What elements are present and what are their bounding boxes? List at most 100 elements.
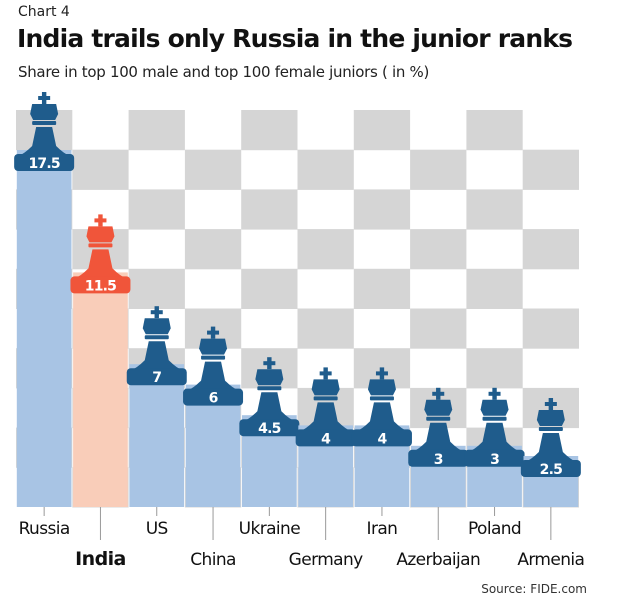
category-label-iran: Iran bbox=[367, 519, 398, 539]
king-body bbox=[355, 402, 408, 432]
king-crown bbox=[536, 410, 565, 426]
king-body bbox=[299, 402, 352, 432]
data-label: 3 bbox=[490, 452, 499, 468]
king-cross bbox=[544, 402, 557, 406]
king-collar bbox=[144, 335, 169, 340]
king-crown bbox=[142, 318, 171, 335]
bar-india bbox=[73, 272, 128, 507]
checker-square bbox=[128, 110, 185, 151]
chart-kicker: Chart 4 bbox=[18, 4, 70, 20]
king-crown bbox=[255, 369, 284, 386]
checker-square bbox=[241, 110, 298, 151]
king-collar bbox=[369, 396, 394, 401]
data-label: 4.5 bbox=[258, 421, 280, 437]
chart-title: India trails only Russia in the junior r… bbox=[17, 24, 573, 53]
checker-square bbox=[241, 189, 298, 230]
checker-square bbox=[466, 348, 523, 389]
king-crown bbox=[86, 226, 115, 243]
checker-square bbox=[466, 110, 523, 151]
chart-subtitle: Share in top 100 male and top 100 female… bbox=[18, 63, 430, 81]
king-collar bbox=[426, 416, 451, 421]
king-body bbox=[412, 422, 465, 452]
king-base bbox=[70, 276, 131, 294]
king-cross bbox=[432, 391, 445, 396]
category-label-armenia: Armenia bbox=[517, 550, 584, 570]
king-base bbox=[126, 368, 187, 386]
king-collar bbox=[32, 121, 57, 125]
king-base bbox=[351, 429, 412, 447]
category-label-china: China bbox=[190, 550, 236, 570]
king-collar bbox=[313, 396, 338, 401]
king-base bbox=[408, 449, 469, 467]
checker-square bbox=[184, 149, 242, 190]
king-base bbox=[14, 154, 75, 171]
king-body bbox=[524, 433, 577, 462]
king-body bbox=[187, 361, 240, 391]
king-crown bbox=[311, 379, 340, 396]
data-label: 4 bbox=[321, 431, 331, 447]
king-cross bbox=[38, 96, 51, 100]
checker-square bbox=[184, 229, 242, 270]
king-body bbox=[130, 341, 183, 371]
category-label-germany: Germany bbox=[289, 550, 363, 570]
checker-square bbox=[410, 149, 467, 190]
king-base bbox=[295, 429, 356, 447]
king-body bbox=[74, 249, 127, 279]
checker-square bbox=[128, 268, 185, 309]
king-cross bbox=[207, 330, 220, 335]
data-label: 6 bbox=[209, 391, 218, 407]
category-label-ukraine: Ukraine bbox=[239, 519, 301, 539]
king-cross bbox=[94, 218, 107, 223]
king-piece-icon: 7 bbox=[126, 306, 187, 386]
category-label-us: US bbox=[146, 519, 168, 539]
data-label: 11.5 bbox=[85, 278, 116, 294]
checker-square bbox=[522, 149, 579, 190]
king-piece-icon: 4 bbox=[351, 367, 412, 447]
source-note: Source: FIDE.com bbox=[481, 582, 587, 596]
king-cross bbox=[488, 391, 501, 396]
king-crown bbox=[480, 399, 509, 416]
data-label: 17.5 bbox=[28, 156, 59, 172]
data-label: 3 bbox=[434, 452, 443, 468]
king-crown bbox=[367, 379, 396, 396]
king-piece-icon: 4.5 bbox=[239, 357, 300, 437]
king-cross bbox=[319, 371, 332, 376]
king-cross bbox=[375, 371, 388, 376]
bar-us bbox=[129, 364, 185, 507]
king-piece-icon: 2.5 bbox=[520, 398, 581, 478]
king-body bbox=[468, 422, 521, 452]
king-piece-icon: 11.5 bbox=[70, 214, 131, 294]
checker-square bbox=[72, 149, 129, 190]
king-base bbox=[464, 449, 525, 467]
checker-square bbox=[128, 189, 185, 230]
king-piece-icon: 3 bbox=[408, 387, 469, 468]
checker-square bbox=[297, 149, 354, 190]
king-collar bbox=[257, 386, 282, 391]
category-label-india: India bbox=[75, 548, 126, 570]
category-label-russia: Russia bbox=[19, 519, 70, 539]
king-body bbox=[243, 392, 296, 422]
checker-square bbox=[353, 110, 411, 151]
checker-square bbox=[410, 229, 467, 270]
king-crown bbox=[30, 104, 59, 120]
king-cross bbox=[263, 361, 276, 366]
king-piece-icon: 4 bbox=[295, 367, 356, 447]
king-collar bbox=[538, 427, 563, 431]
checker-square bbox=[410, 308, 467, 349]
king-base bbox=[520, 460, 581, 477]
king-collar bbox=[201, 355, 226, 360]
data-label: 7 bbox=[152, 370, 161, 386]
bar-russia bbox=[16, 150, 72, 507]
checker-square bbox=[241, 268, 298, 309]
data-label: 2.5 bbox=[540, 462, 562, 478]
checker-square bbox=[297, 229, 354, 270]
checker-square bbox=[466, 189, 523, 230]
king-piece-icon: 17.5 bbox=[14, 92, 75, 172]
data-label: 4 bbox=[377, 431, 387, 447]
checker-square bbox=[522, 308, 579, 349]
king-crown bbox=[199, 338, 228, 355]
king-collar bbox=[88, 243, 113, 248]
king-piece-icon: 3 bbox=[464, 387, 525, 468]
category-label-azerbaijan: Azerbaijan bbox=[396, 550, 480, 570]
